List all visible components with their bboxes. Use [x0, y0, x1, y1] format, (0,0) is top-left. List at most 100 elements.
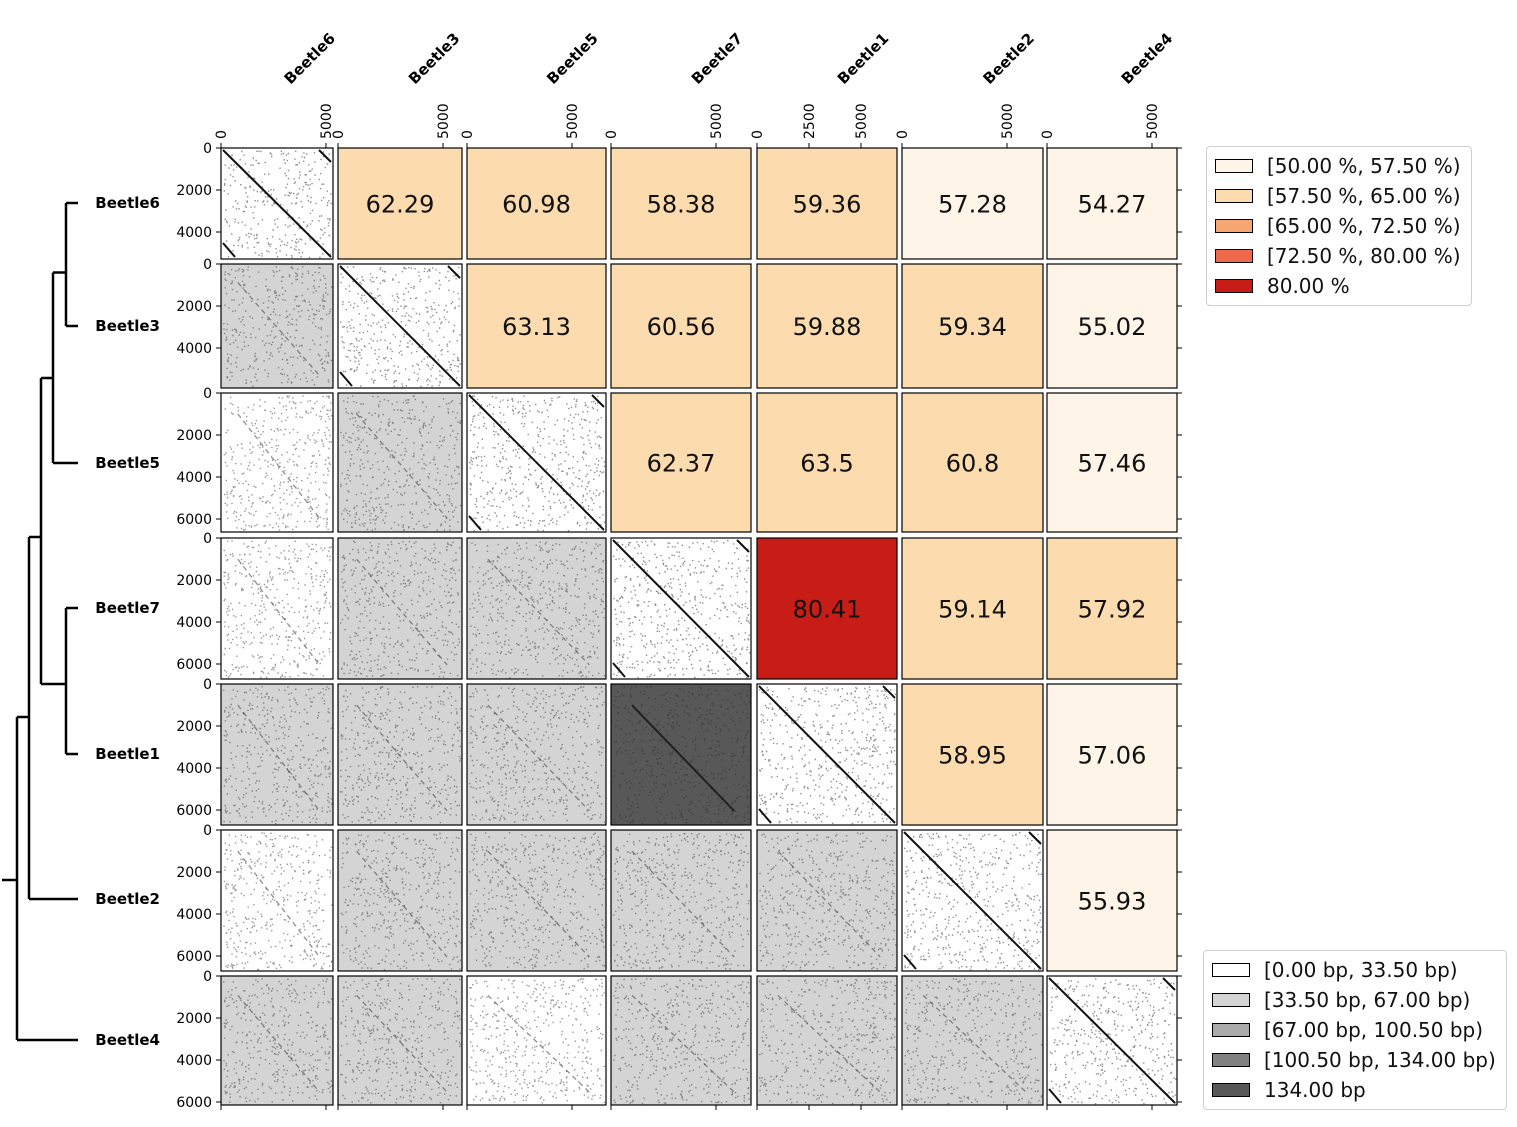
identity-cell [1046, 147, 1178, 260]
y-tick-label: 0 [203, 257, 212, 273]
cell-Beetle2-Beetle1 [756, 829, 898, 972]
row-label: Beetle5 [95, 454, 160, 472]
x-tick-label: 0 [460, 130, 476, 139]
x-tick-label: 5000 [709, 103, 725, 139]
cell-Beetle4-Beetle2 [901, 975, 1044, 1106]
dendrogram [2, 201, 78, 1042]
y-tick-label: 2000 [176, 183, 212, 199]
y-tick-label: 0 [203, 531, 212, 547]
identity-legend-entry: 80.00 % [1215, 271, 1461, 301]
self-diagonal-line [903, 831, 1042, 970]
cell-Beetle2-Beetle4: 55.93 [1046, 829, 1178, 972]
y-tick-label: 2000 [176, 1011, 212, 1027]
cell-Beetle7-Beetle6 [220, 537, 334, 680]
cell-Beetle7-Beetle5 [466, 537, 607, 680]
legend-swatch [1212, 963, 1250, 977]
dotplot-noise [904, 832, 1042, 971]
x-tick-label: 5000 [319, 103, 335, 139]
legend-swatch [1215, 189, 1253, 203]
similarity-diagonal [631, 850, 735, 958]
row-label: Beetle3 [95, 317, 160, 335]
column-label: Beetle5 [543, 29, 601, 87]
length-legend-entry: 134.00 bp [1212, 1075, 1496, 1105]
cell-Beetle6-Beetle2: 57.28 [901, 147, 1044, 260]
matrix-grid: 62.29 60.98 58.38 59.36 57.28 54.27 63.13 60.56… [95, 29, 1182, 1111]
identity-value-label: 57.46 [1078, 450, 1147, 478]
legend-label: [0.00 bp, 33.50 bp) [1264, 958, 1458, 982]
cell-Beetle6-Beetle4: 54.27 [1046, 147, 1178, 260]
y-tick-label: 0 [203, 141, 212, 157]
legend-swatch [1215, 279, 1253, 293]
identity-cell [756, 392, 898, 533]
x-tick-label: 5000 [1000, 103, 1016, 139]
self-diagonal-line [1048, 977, 1176, 1104]
y-tick-label: 6000 [176, 512, 212, 528]
identity-cell [610, 263, 752, 389]
similarity-diagonal [922, 994, 1027, 1093]
column-label: Beetle3 [405, 29, 463, 87]
cell-Beetle1-Beetle3 [337, 683, 463, 826]
identity-cell [901, 147, 1044, 260]
similarity-diagonal [237, 282, 321, 377]
y-tick-label: 4000 [176, 225, 212, 241]
y-tick-label: 0 [203, 969, 212, 985]
legend-swatch [1212, 1083, 1250, 1097]
cell-Beetle5-Beetle2: 60.8 [901, 392, 1044, 533]
cell-Beetle4-Beetle6 [220, 975, 334, 1106]
cell-Beetle2-Beetle6 [220, 829, 334, 972]
cell-Beetle1-Beetle1 [756, 683, 898, 826]
identity-cell [901, 683, 1044, 826]
legend-swatch [1215, 159, 1253, 173]
identity-cell [1046, 392, 1178, 533]
y-tick-label: 0 [203, 677, 212, 693]
y-tick-label: 6000 [176, 803, 212, 819]
identity-cell [337, 147, 463, 260]
row-label: Beetle7 [95, 599, 160, 617]
cell-Beetle2-Beetle5 [466, 829, 607, 972]
cell-Beetle5-Beetle5 [466, 392, 607, 533]
legend-label: [65.00 %, 72.50 %) [1267, 214, 1461, 238]
cell-Beetle2-Beetle7 [610, 829, 752, 972]
cell-Beetle4-Beetle7 [610, 975, 752, 1106]
identity-value-label: 57.28 [938, 191, 1007, 219]
cell-Beetle7-Beetle1: 80.41 [756, 537, 898, 680]
identity-value-label: 54.27 [1078, 191, 1147, 219]
identity-value-label: 62.29 [366, 191, 435, 219]
repeat-line [339, 371, 353, 387]
repeat-line [1162, 977, 1176, 991]
identity-value-label: 57.92 [1078, 596, 1147, 624]
cell-Beetle6-Beetle1: 59.36 [756, 147, 898, 260]
identity-cell [901, 537, 1044, 680]
dotplot-noise [759, 832, 897, 971]
y-tick-label: 4000 [176, 341, 212, 357]
row-label: Beetle2 [95, 890, 160, 908]
legend-label: 80.00 % [1267, 274, 1350, 298]
match-length-legend: [0.00 bp, 33.50 bp) [33.50 bp, 67.00 bp) [… [1203, 950, 1507, 1110]
repeat-line [468, 515, 482, 531]
x-tick-label: 0 [604, 130, 620, 139]
repeat-line [222, 242, 236, 258]
repeat-line [758, 808, 772, 824]
column-label: Beetle1 [834, 29, 892, 87]
column-label: Beetle4 [1118, 29, 1176, 87]
dotplot-cell [220, 263, 334, 389]
identity-value-label: 59.36 [793, 191, 862, 219]
legend-swatch [1212, 1023, 1250, 1037]
self-diagonal-line [222, 149, 332, 258]
identity-value-label: 63.5 [800, 450, 853, 478]
identity-cell [466, 147, 607, 260]
repeat-line [1048, 1088, 1062, 1104]
similarity-diagonal [487, 704, 590, 812]
cell-Beetle6-Beetle7: 58.38 [610, 147, 752, 260]
legend-label: [57.50 %, 65.00 %) [1267, 184, 1461, 208]
cell-Beetle6-Beetle6 [220, 147, 334, 260]
identity-cell [756, 537, 898, 680]
similarity-diagonal [237, 558, 321, 666]
identity-value-label: 60.8 [946, 450, 999, 478]
y-tick-label: 6000 [176, 1095, 212, 1111]
x-tick-label: 5000 [854, 103, 870, 139]
identity-value-label: 59.14 [938, 596, 1007, 624]
identity-cell [1046, 537, 1178, 680]
repeat-line [318, 149, 332, 163]
